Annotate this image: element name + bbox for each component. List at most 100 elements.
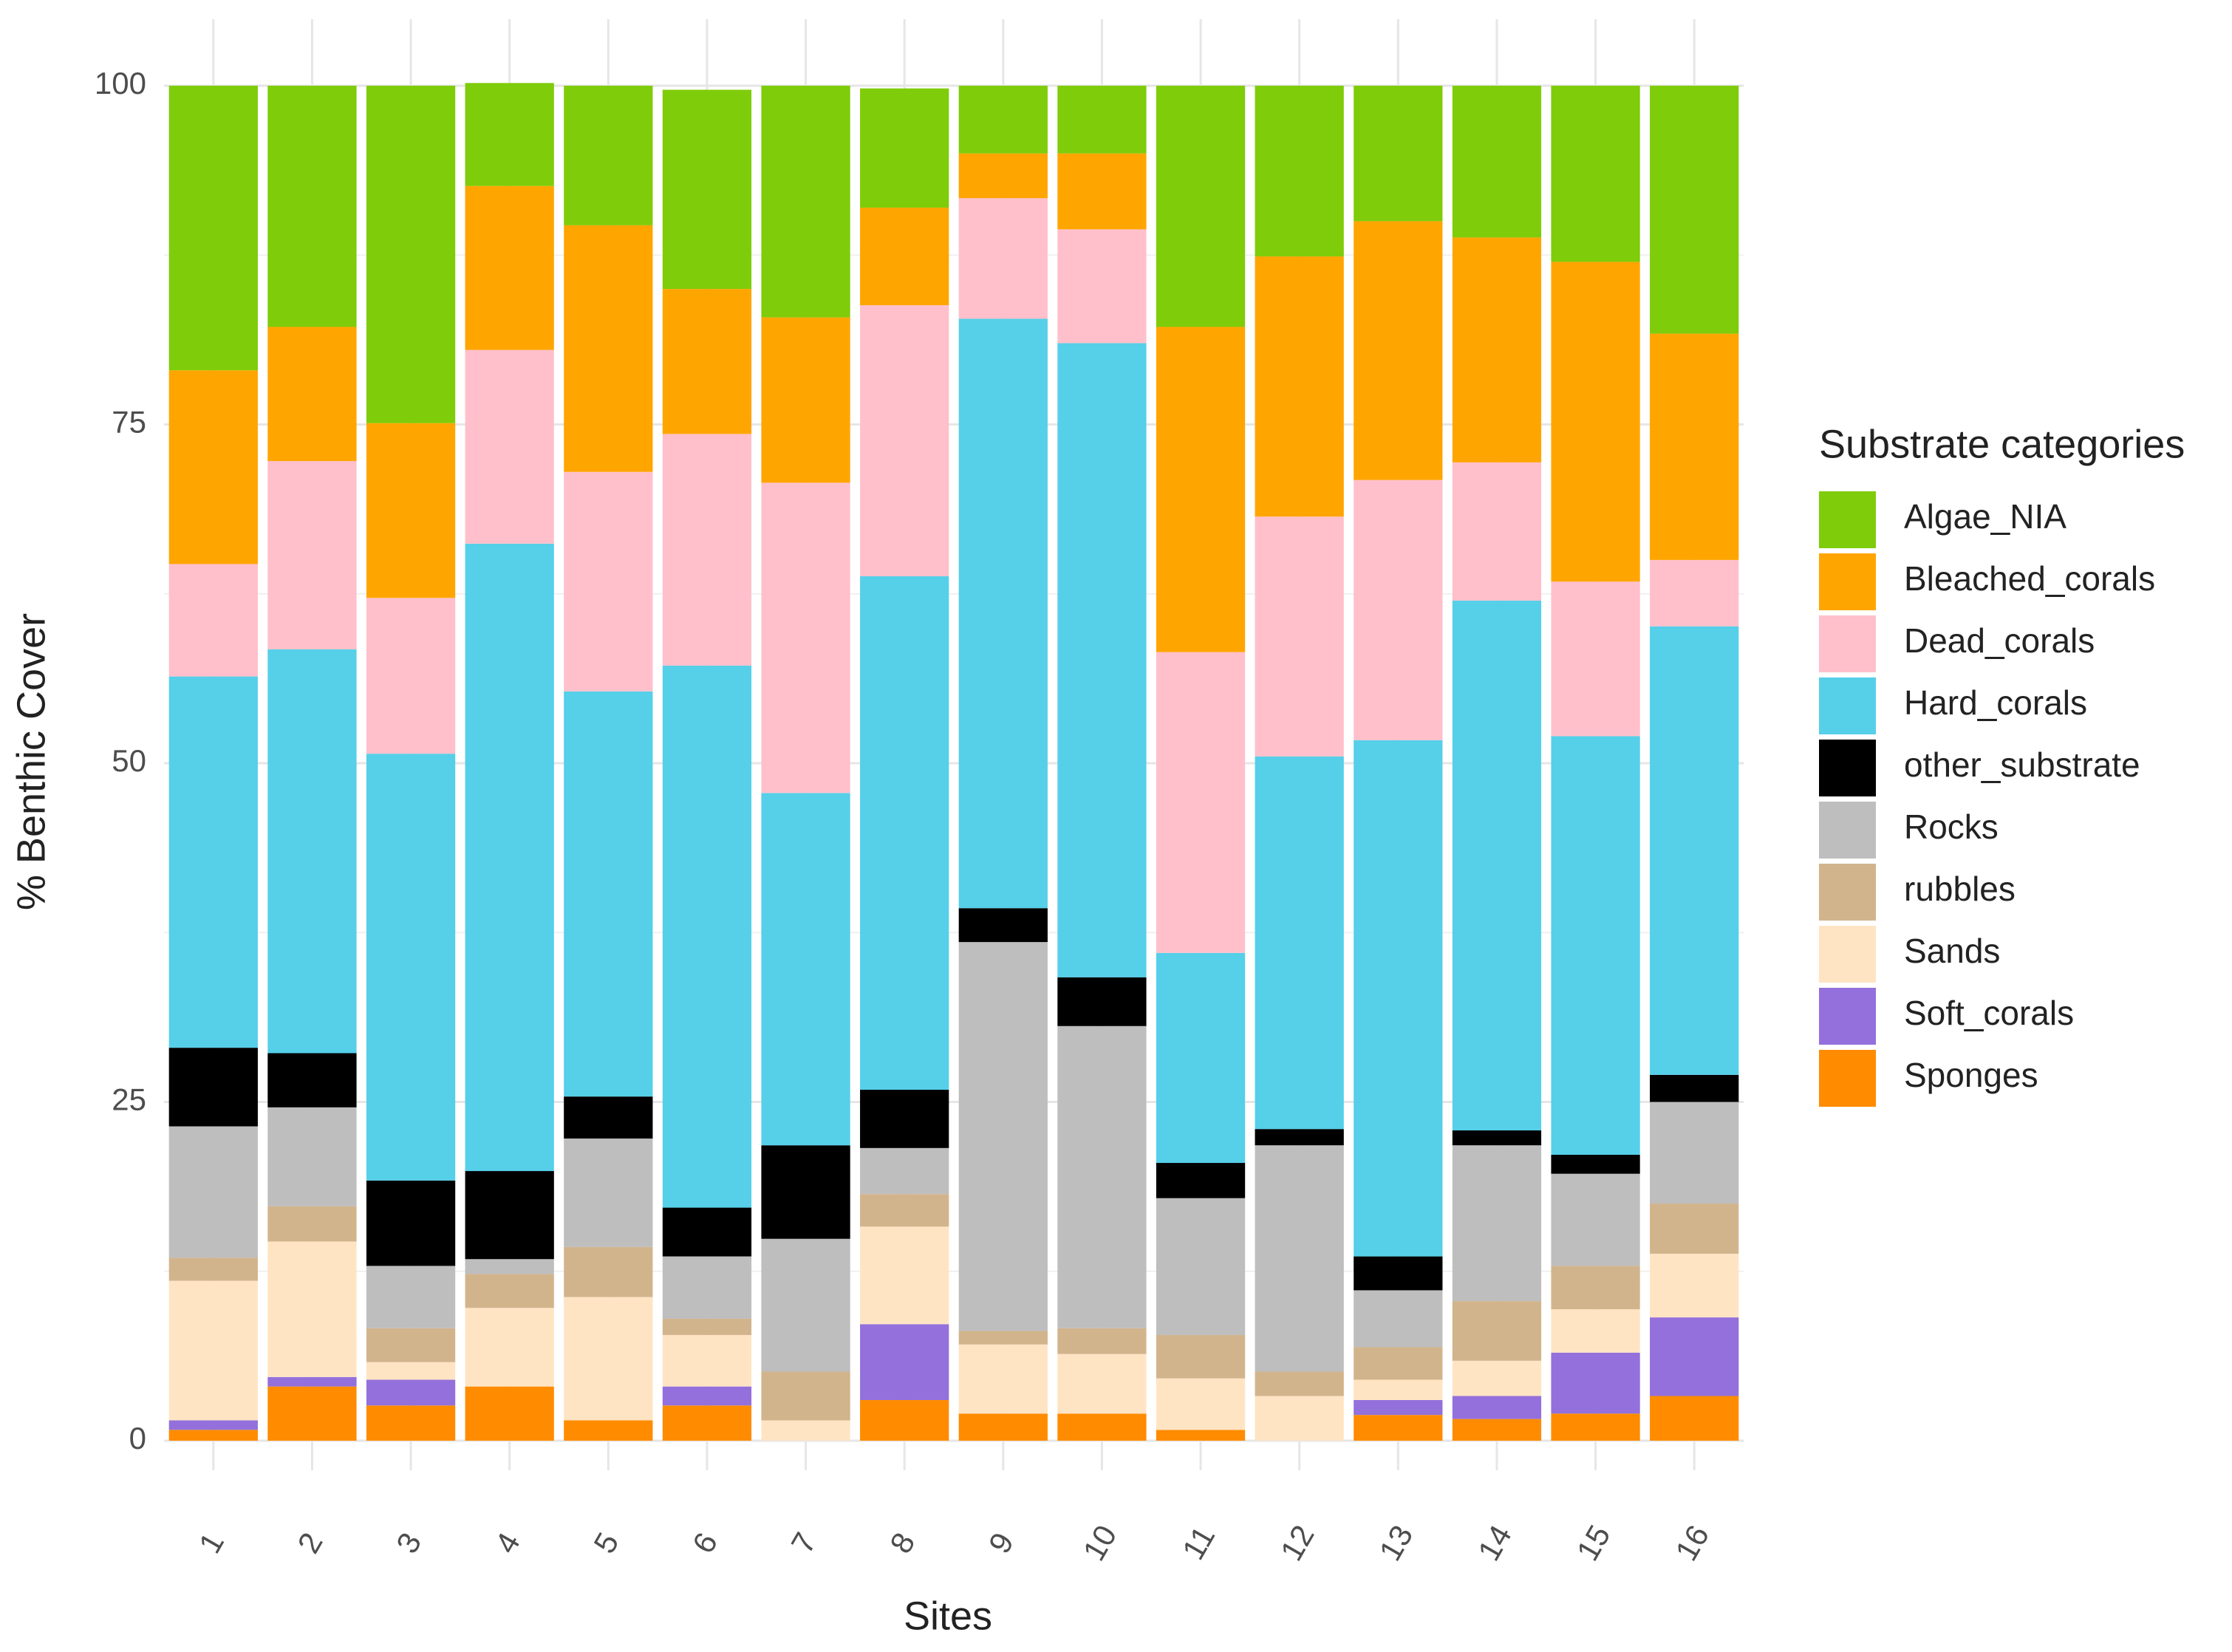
bar-segment — [1057, 1413, 1147, 1441]
bar-segment — [1057, 1354, 1147, 1414]
bar-segment — [1354, 1399, 1443, 1416]
bar-segment — [761, 1371, 850, 1421]
bar-segment — [662, 1256, 752, 1319]
bar-segment — [267, 1107, 357, 1206]
bar-segment — [1650, 1253, 1739, 1318]
bar-segment — [761, 1238, 850, 1372]
bar-segment — [860, 88, 949, 208]
bar-segment — [1650, 1074, 1739, 1102]
bar-segment — [1057, 86, 1147, 154]
bar-segment — [1354, 479, 1443, 740]
x-tick-label: 7 — [784, 1526, 822, 1559]
bar-segment — [860, 576, 949, 1090]
bar-segment — [1156, 1163, 1246, 1198]
bar-segment — [1255, 86, 1344, 257]
bar-segment — [1156, 86, 1246, 327]
bar-segment — [1452, 462, 1542, 601]
y-tick-label: 75 — [112, 405, 146, 440]
legend-label: Hard_corals — [1904, 683, 2087, 722]
bar-segment — [267, 1386, 357, 1441]
bar-segment — [958, 86, 1048, 154]
bar-segment — [168, 1420, 258, 1430]
bar-segment — [1551, 1413, 1640, 1441]
bar-segment — [1650, 1204, 1739, 1254]
x-tick-label: 14 — [1471, 1519, 1518, 1566]
bar-segment — [860, 1194, 949, 1227]
bar-segment — [1650, 1317, 1739, 1396]
bar-segment — [958, 942, 1048, 1331]
bar-segment — [761, 86, 850, 318]
bar-segment — [1255, 1371, 1344, 1396]
legend-label: Bleached_corals — [1904, 559, 2155, 598]
bar-segment — [564, 1420, 653, 1441]
x-tick-label: 16 — [1668, 1519, 1716, 1566]
bar-segment — [662, 1405, 752, 1441]
bar-segment — [1452, 1301, 1542, 1361]
x-tick-label: 12 — [1274, 1519, 1321, 1566]
bar-segment — [662, 289, 752, 434]
bar-segment — [1452, 600, 1542, 1131]
bar-segment — [1255, 756, 1344, 1130]
bar-segment — [465, 1171, 554, 1260]
bar-segment — [958, 908, 1048, 943]
bar-segment — [958, 1344, 1048, 1414]
legend-label: Soft_corals — [1904, 994, 2074, 1032]
bar-segment — [1255, 1129, 1344, 1146]
bar-segment — [1551, 1173, 1640, 1266]
y-tick-label: 0 — [129, 1421, 146, 1455]
bar-segment — [366, 754, 456, 1181]
bar-segment — [168, 86, 258, 371]
bar-segment — [1650, 1102, 1739, 1204]
bar-segment — [267, 327, 357, 462]
bar-segment — [366, 598, 456, 754]
bar-segment — [564, 225, 653, 472]
bar-segment — [366, 1362, 456, 1380]
x-tick-label: 8 — [883, 1526, 921, 1559]
bar-segment — [662, 89, 752, 290]
bar-segment — [564, 1297, 653, 1421]
legend-label: Algae_NIA — [1904, 497, 2067, 536]
bar-segment — [168, 564, 258, 677]
bar-segment — [267, 1206, 357, 1242]
legend-swatch — [1819, 926, 1876, 983]
legend-swatch — [1819, 740, 1876, 796]
bar-segment — [761, 317, 850, 483]
bar-segment — [168, 1430, 258, 1441]
legend-label: Sands — [1904, 932, 2000, 970]
legend-swatch — [1819, 615, 1876, 672]
x-tick-label: 1 — [192, 1526, 231, 1559]
bar-segment — [366, 423, 456, 598]
bar-segment — [1354, 1256, 1443, 1291]
bar-segment — [1255, 1396, 1344, 1441]
x-tick-label: 15 — [1570, 1519, 1617, 1566]
bar-segment — [1156, 1430, 1246, 1441]
bar-segment — [1650, 559, 1739, 627]
bar-segment — [267, 1376, 357, 1387]
legend-swatch — [1819, 802, 1876, 859]
bar-segment — [267, 461, 357, 649]
y-axis-title: % Benthic Cover — [9, 613, 53, 910]
bar-segment — [564, 1096, 653, 1139]
bar-segment — [465, 1259, 554, 1274]
bar-segment — [1057, 343, 1147, 977]
x-tick-label: 2 — [290, 1526, 329, 1559]
bar-segment — [1354, 221, 1443, 480]
bar-segment — [366, 1379, 456, 1406]
bar-segment — [860, 1399, 949, 1441]
bar-segment — [1156, 1198, 1246, 1335]
bar-segment — [1551, 1266, 1640, 1310]
bar-segment — [564, 471, 653, 692]
bar-segment — [465, 1386, 554, 1441]
x-tick-label: 4 — [488, 1526, 527, 1559]
bar-segment — [958, 198, 1048, 319]
bar-segment — [465, 1308, 554, 1387]
bar-segment — [860, 1147, 949, 1195]
bar-segment — [1354, 1290, 1443, 1348]
bar-segment — [1255, 516, 1344, 757]
bar-segment — [267, 1241, 357, 1377]
bar-segment — [1156, 952, 1246, 1164]
legend-swatch — [1819, 553, 1876, 610]
bar-segment — [1551, 86, 1640, 262]
bar-segment — [1551, 736, 1640, 1156]
